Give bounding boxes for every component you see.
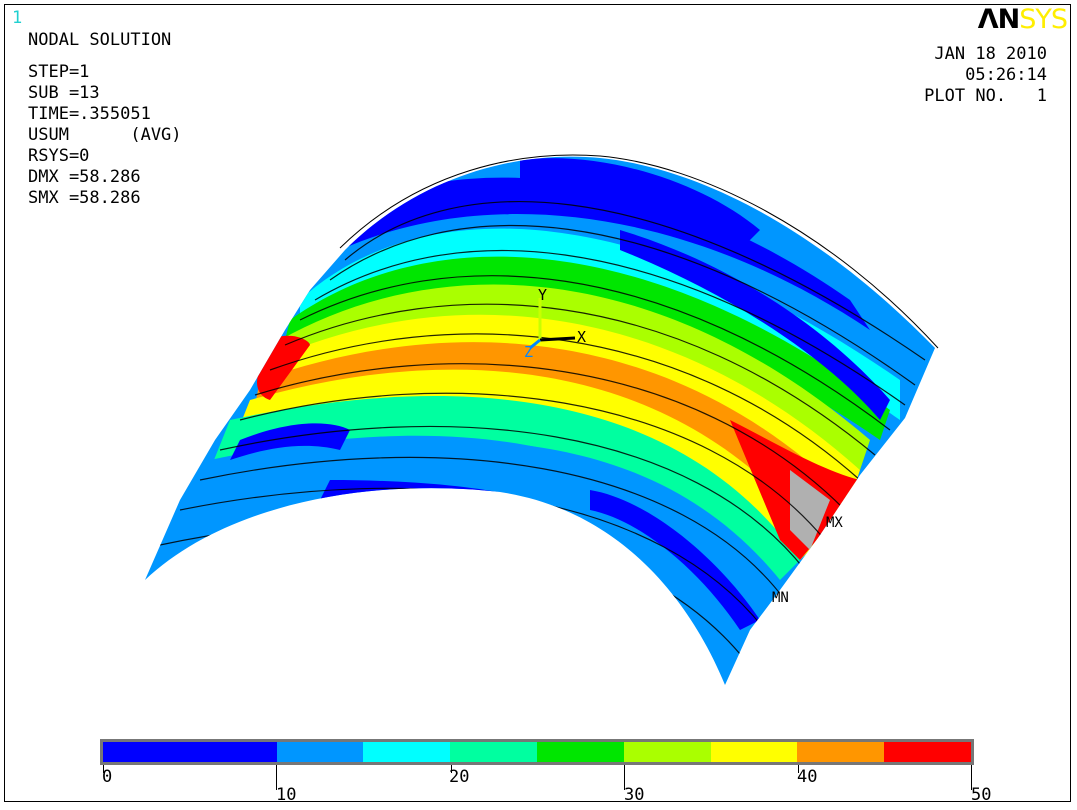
legend-swatch	[363, 742, 451, 762]
legend-tick	[798, 765, 799, 773]
max-marker: MX	[826, 515, 843, 531]
legend-label: 20	[449, 767, 470, 787]
legend-swatch	[623, 742, 711, 762]
legend-tick	[624, 765, 625, 790]
legend-tick	[451, 765, 452, 773]
legend-swatch	[276, 742, 364, 762]
legend-swatch	[536, 742, 624, 762]
legend-label: 10	[276, 785, 297, 805]
info-time: TIME=.355051	[28, 104, 151, 124]
legend-tick	[971, 765, 972, 790]
contour-legend	[100, 739, 974, 765]
logo-part1: ΛN	[977, 4, 1020, 35]
solution-info: STEP=1 SUB =13 TIME=.355051 USUM (AVG) R…	[28, 62, 182, 209]
triad: Y X Z	[524, 286, 586, 361]
info-usum: USUM (AVG)	[28, 125, 182, 145]
date-stamp: JAN 18 2010 05:26:14 PLOT NO. 1	[924, 44, 1047, 107]
legend-label: 0	[102, 767, 113, 787]
axis-x-label: X	[577, 328, 586, 346]
legend-swatch	[710, 742, 798, 762]
window-number: 1	[12, 8, 23, 28]
undeformed-outline	[339, 154, 939, 349]
plot-frame	[4, 4, 1071, 802]
legend-tick	[276, 765, 277, 790]
legend-label: 30	[624, 785, 645, 805]
info-smx: SMX =58.286	[28, 188, 141, 208]
legend-swatch	[103, 742, 277, 762]
info-rsys: RSYS=0	[28, 146, 90, 166]
legend-label: 50	[971, 785, 992, 805]
info-step: STEP=1	[28, 62, 90, 82]
legend-swatch	[884, 742, 971, 762]
legend-swatch	[450, 742, 537, 762]
min-marker: MN	[772, 590, 789, 606]
info-sub: SUB =13	[28, 83, 100, 103]
stamp-date: JAN 18 2010	[934, 44, 1047, 64]
stamp-time: 05:26:14	[965, 65, 1047, 85]
legend-tick	[103, 765, 104, 773]
axis-y-label: Y	[538, 286, 547, 304]
plot-title: NODAL SOLUTION	[28, 30, 172, 50]
ansys-logo: ΛNSYS	[977, 4, 1068, 35]
info-dmx: DMX =58.286	[28, 167, 141, 187]
legend-swatch	[797, 742, 885, 762]
legend-label: 40	[797, 767, 818, 787]
logo-part2: SYS	[1019, 4, 1068, 35]
axis-z-label: Z	[524, 343, 533, 361]
stamp-plot-number: PLOT NO. 1	[924, 86, 1047, 106]
